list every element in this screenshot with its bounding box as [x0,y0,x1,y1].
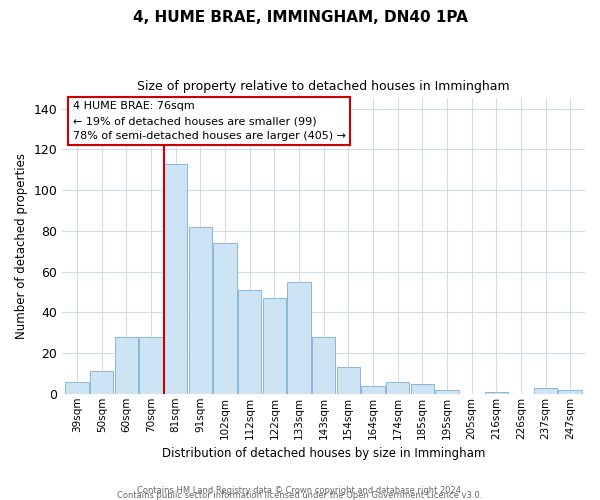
Bar [485,392,508,394]
Title: Size of property relative to detached houses in Immingham: Size of property relative to detached ho… [137,80,510,93]
Bar [214,243,237,394]
Bar [238,290,262,394]
Bar [559,390,582,394]
Bar [65,382,89,394]
Text: 4, HUME BRAE, IMMINGHAM, DN40 1PA: 4, HUME BRAE, IMMINGHAM, DN40 1PA [133,10,467,25]
Bar [263,298,286,394]
Bar [386,382,409,394]
Bar [534,388,557,394]
Text: Contains public sector information licensed under the Open Government Licence v3: Contains public sector information licen… [118,490,482,500]
X-axis label: Distribution of detached houses by size in Immingham: Distribution of detached houses by size … [162,447,485,460]
Bar [164,164,187,394]
Bar [435,390,458,394]
Y-axis label: Number of detached properties: Number of detached properties [15,153,28,339]
Text: Contains HM Land Registry data © Crown copyright and database right 2024.: Contains HM Land Registry data © Crown c… [137,486,463,495]
Text: 4 HUME BRAE: 76sqm
← 19% of detached houses are smaller (99)
78% of semi-detache: 4 HUME BRAE: 76sqm ← 19% of detached hou… [73,102,346,141]
Bar [287,282,311,394]
Bar [90,372,113,394]
Bar [337,368,360,394]
Bar [115,336,138,394]
Bar [188,226,212,394]
Bar [410,384,434,394]
Bar [139,336,163,394]
Bar [361,386,385,394]
Bar [312,336,335,394]
